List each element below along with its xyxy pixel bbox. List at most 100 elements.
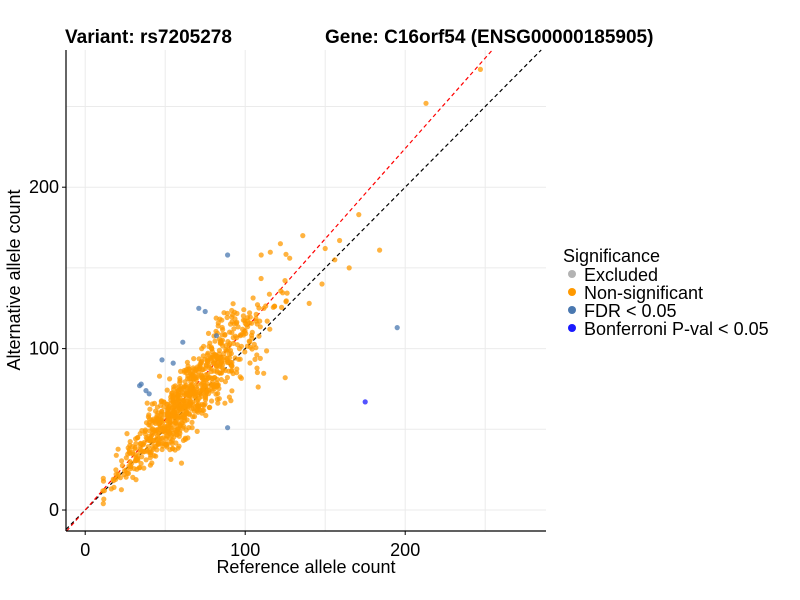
point-non-significant <box>300 233 306 239</box>
point-non-significant <box>280 290 286 296</box>
point-non-significant <box>119 463 125 469</box>
grid <box>66 50 546 531</box>
point-non-significant <box>257 355 263 361</box>
point-non-significant <box>164 401 170 407</box>
point-non-significant <box>147 428 153 434</box>
point-non-significant <box>127 439 133 445</box>
point-non-significant <box>218 338 224 344</box>
point-non-significant <box>209 398 215 404</box>
point-fdr-0-05 <box>196 305 202 311</box>
point-non-significant <box>254 369 260 376</box>
point-non-significant <box>178 415 184 421</box>
point-non-significant <box>149 401 155 407</box>
point-non-significant <box>232 316 238 322</box>
point-non-significant <box>212 360 218 366</box>
point-non-significant <box>284 290 290 296</box>
point-non-significant <box>250 295 256 301</box>
point-non-significant <box>164 387 170 393</box>
point-non-significant <box>189 372 195 379</box>
point-non-significant <box>151 428 158 434</box>
point-non-significant <box>133 436 139 442</box>
y-tick-label: 200 <box>29 177 59 197</box>
point-non-significant <box>101 496 107 502</box>
point-non-significant <box>217 316 223 322</box>
point-non-significant <box>166 417 172 423</box>
point-non-significant <box>252 356 258 362</box>
point-non-significant <box>245 324 251 330</box>
point-non-significant <box>145 444 151 450</box>
point-non-significant <box>138 460 144 467</box>
point-fdr-0-05 <box>159 357 165 363</box>
point-non-significant <box>162 423 168 429</box>
point-non-significant <box>137 449 143 455</box>
point-non-significant <box>130 449 136 455</box>
point-non-significant <box>230 312 236 318</box>
point-non-significant <box>224 314 230 321</box>
point-non-significant <box>245 315 251 321</box>
point-non-significant <box>207 386 213 393</box>
point-non-significant <box>141 465 147 471</box>
point-non-significant <box>196 366 202 372</box>
point-non-significant <box>186 366 193 372</box>
point-non-significant <box>133 477 139 483</box>
point-non-significant <box>209 346 215 352</box>
point-fdr-0-05 <box>180 339 186 345</box>
legend-label: Bonferroni P-val < 0.05 <box>584 319 769 339</box>
point-non-significant <box>199 387 205 393</box>
point-non-significant <box>177 430 183 436</box>
point-non-significant <box>337 237 343 244</box>
point-non-significant <box>229 388 235 394</box>
point-non-significant <box>158 435 165 442</box>
point-non-significant <box>147 406 153 412</box>
point-non-significant <box>145 414 151 420</box>
point-non-significant <box>188 390 194 396</box>
point-non-significant <box>119 458 125 464</box>
point-non-significant <box>101 488 107 494</box>
point-non-significant <box>185 376 191 382</box>
point-non-significant <box>178 410 184 416</box>
point-non-significant <box>247 344 253 350</box>
legend-key-2 <box>568 306 576 314</box>
point-non-significant <box>264 318 270 324</box>
point-non-significant <box>161 440 167 446</box>
legend-key-3 <box>568 324 576 332</box>
point-non-significant <box>125 445 131 451</box>
y-tick-label: 100 <box>29 339 59 359</box>
point-non-significant <box>143 457 149 463</box>
point-non-significant <box>247 360 253 366</box>
point-non-significant <box>198 359 204 366</box>
point-non-significant <box>175 445 181 451</box>
point-non-significant <box>224 310 230 316</box>
point-non-significant <box>253 311 259 317</box>
point-non-significant <box>212 338 218 344</box>
point-non-significant <box>257 324 263 330</box>
point-non-significant <box>186 411 192 418</box>
legend-label: FDR < 0.05 <box>584 301 677 321</box>
point-non-significant <box>137 431 143 437</box>
point-non-significant <box>191 376 197 382</box>
x-tick-label: 200 <box>390 540 420 560</box>
data-points <box>100 66 483 507</box>
point-non-significant <box>332 257 338 263</box>
point-fdr-0-05 <box>143 388 149 394</box>
point-non-significant <box>205 330 212 336</box>
point-non-significant <box>141 439 147 446</box>
point-non-significant <box>283 299 289 305</box>
point-non-significant <box>173 391 179 397</box>
point-non-significant <box>230 301 236 307</box>
point-non-significant <box>189 425 195 431</box>
point-non-significant <box>178 368 184 374</box>
point-non-significant <box>200 353 206 359</box>
point-non-significant <box>100 501 106 507</box>
point-non-significant <box>258 275 264 282</box>
point-non-significant <box>319 281 325 287</box>
point-non-significant <box>158 411 164 417</box>
point-non-significant <box>322 245 328 252</box>
point-non-significant <box>226 368 232 374</box>
point-non-significant <box>172 383 178 389</box>
point-non-significant <box>113 452 119 458</box>
chart-title-gene: Gene: C16orf54 (ENSG00000185905) <box>325 27 653 48</box>
legend-key-1 <box>568 288 576 296</box>
point-non-significant <box>226 342 232 349</box>
point-non-significant <box>196 395 202 401</box>
